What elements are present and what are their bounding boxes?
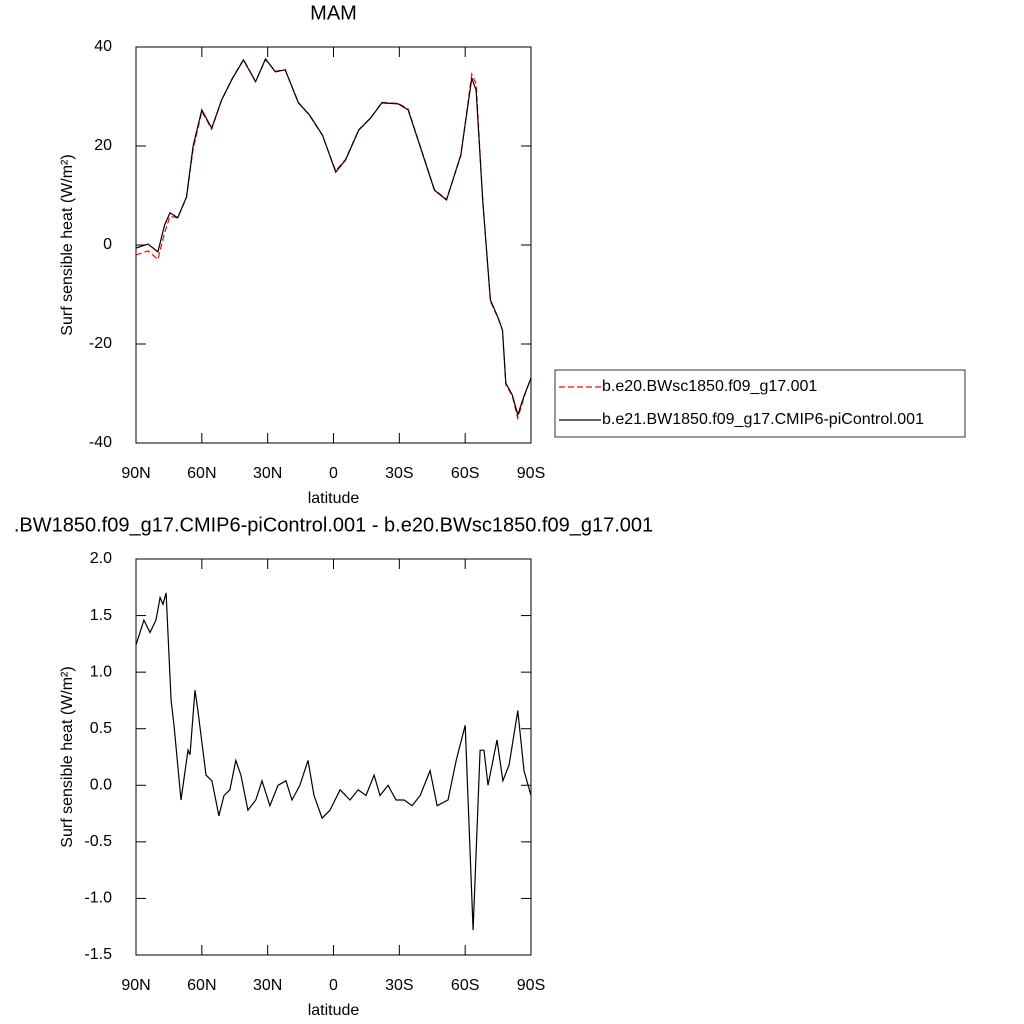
x-tick-label: 30N bbox=[253, 977, 282, 994]
x-axis-label: latitude bbox=[308, 1002, 360, 1019]
data-line bbox=[135, 57, 532, 417]
x-tick-label: 60N bbox=[187, 465, 216, 482]
x-tick-label: 30S bbox=[385, 465, 413, 482]
x-tick-label: 60N bbox=[187, 977, 216, 994]
x-tick-label: 60S bbox=[451, 977, 479, 994]
y-tick-label: 0.5 bbox=[90, 720, 112, 737]
plot-frame bbox=[135, 558, 532, 956]
y-tick-label: 20 bbox=[94, 137, 112, 154]
legend-label: b.e21.BW1850.f09_g17.CMIP6-piControl.001 bbox=[602, 411, 924, 428]
x-tick-label: 90N bbox=[121, 977, 150, 994]
legend-box bbox=[554, 369, 966, 438]
y-tick-label: -40 bbox=[89, 434, 112, 451]
y-tick-label: 1.5 bbox=[90, 607, 112, 624]
x-tick-label: 90S bbox=[517, 465, 545, 482]
chart-title: .BW1850.f09_g17.CMIP6-piControl.001 - b.… bbox=[14, 514, 653, 536]
x-tick-label: 0 bbox=[329, 465, 338, 482]
data-line bbox=[135, 58, 532, 421]
y-axis-label: Surf sensible heat (W/m²) bbox=[59, 666, 76, 847]
chart-title: MAM bbox=[310, 2, 357, 24]
y-axis-label: Surf sensible heat (W/m²) bbox=[59, 154, 76, 335]
y-tick-label: 1.0 bbox=[90, 663, 112, 680]
x-axis-label: latitude bbox=[308, 490, 360, 507]
x-tick-label: 60S bbox=[451, 465, 479, 482]
x-tick-label: 30S bbox=[385, 977, 413, 994]
y-tick-label: 0.0 bbox=[90, 777, 112, 794]
y-tick-label: -0.5 bbox=[84, 833, 112, 850]
x-tick-label: 90S bbox=[517, 977, 545, 994]
x-tick-label: 30N bbox=[253, 465, 282, 482]
x-tick-label: 90N bbox=[121, 465, 150, 482]
y-tick-label: -20 bbox=[89, 335, 112, 352]
y-tick-label: 40 bbox=[94, 38, 112, 55]
data-line bbox=[135, 592, 532, 931]
y-tick-label: -1.0 bbox=[84, 890, 112, 907]
y-tick-label: -1.5 bbox=[84, 946, 112, 963]
plot-frame bbox=[135, 46, 532, 444]
x-tick-label: 0 bbox=[329, 977, 338, 994]
legend-label: b.e20.BWsc1850.f09_g17.001 bbox=[602, 378, 817, 395]
y-tick-label: 0 bbox=[103, 236, 112, 253]
y-tick-label: 2.0 bbox=[90, 550, 112, 567]
